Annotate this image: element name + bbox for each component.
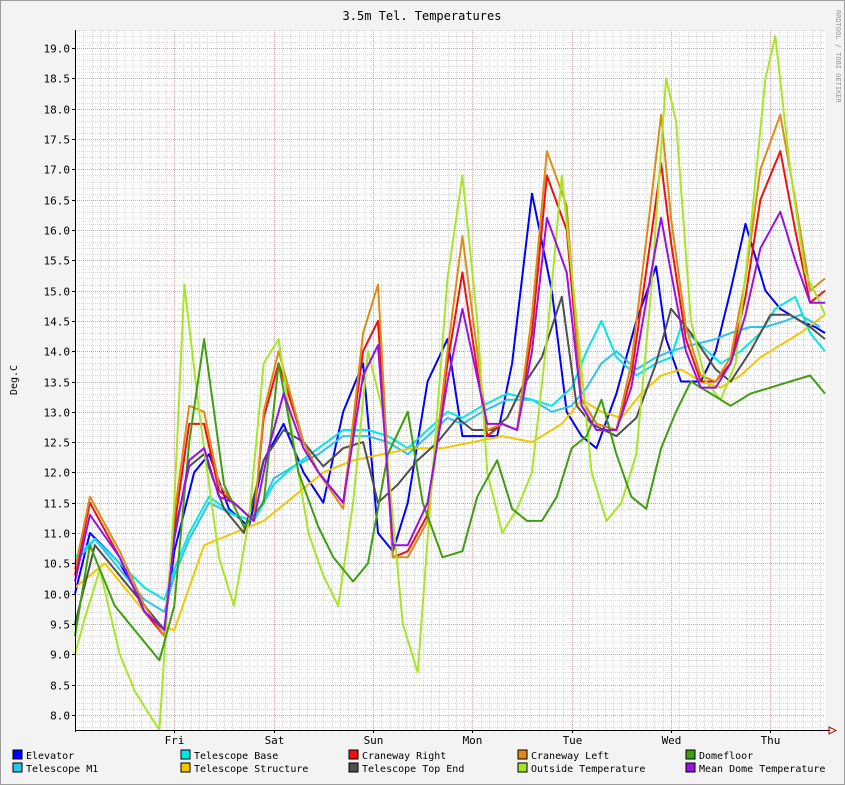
legend-item: Craneway Left <box>517 749 609 762</box>
legend-label: Outside Temperature <box>531 764 645 775</box>
rrdtool-watermark: RRDTOOL / TOBI OETIKER <box>834 10 842 104</box>
y-tick-label: 13.5 <box>44 377 71 390</box>
x-axis-arrow <box>828 726 838 735</box>
y-tick-label: 8.5 <box>50 680 70 693</box>
legend-item: Mean Dome Temperature <box>685 762 825 775</box>
chart-title: 3.5m Tel. Temperatures <box>343 9 502 23</box>
y-tick-label: 9.5 <box>50 619 70 632</box>
y-tick-label: 12.5 <box>44 437 71 450</box>
legend-item: Craneway Right <box>348 749 446 762</box>
y-tick-label: 10.0 <box>44 589 71 602</box>
legend-swatch <box>517 749 528 760</box>
y-tick-label: 15.5 <box>44 255 71 268</box>
y-tick-label: 14.0 <box>44 346 71 359</box>
series-line-mean-dome-temperature <box>74 210 825 631</box>
y-tick-label: 14.5 <box>44 316 71 329</box>
x-tick-label: Mon <box>463 734 483 747</box>
legend-item: Telescope Structure <box>180 762 308 775</box>
legend-swatch <box>180 749 191 760</box>
legend-swatch <box>180 762 191 773</box>
legend-item: Telescope Top End <box>348 762 464 775</box>
y-tick-label: 17.0 <box>44 164 71 177</box>
y-tick-label: 15.0 <box>44 286 71 299</box>
legend-swatch <box>517 762 528 773</box>
x-tick-label: Wed <box>662 734 682 747</box>
legend-label: Mean Dome Temperature <box>699 764 825 775</box>
series-line-telescope-m1 <box>74 313 821 613</box>
x-tick-label: Sat <box>265 734 285 747</box>
y-tick-label: 19.0 <box>44 43 71 56</box>
x-tick-label: Tue <box>563 734 583 747</box>
x-tick-label: Sun <box>364 734 384 747</box>
legend: Elevator Telescope M1 Telescope Base Telesc… <box>12 749 825 775</box>
legend-item: Outside Temperature <box>517 762 645 775</box>
legend-label: Craneway Right <box>362 751 446 762</box>
legend-swatch <box>685 762 696 773</box>
series-line-domefloor <box>74 338 826 662</box>
legend-item: Elevator <box>12 749 74 762</box>
y-axis-label: Deg.C <box>9 365 20 395</box>
legend-label: Telescope M1 <box>26 764 98 775</box>
legend-swatch <box>685 749 696 760</box>
y-tick-label: 10.5 <box>44 558 71 571</box>
legend-label: Elevator <box>26 751 74 762</box>
y-tick-label: 12.0 <box>44 467 71 480</box>
y-tick-label: 8.0 <box>50 710 70 723</box>
legend-label: Craneway Left <box>531 751 609 762</box>
x-tick-labels: Fri Sat Sun Mon Tue Wed Thu <box>165 730 781 747</box>
legend-label: Telescope Top End <box>362 764 464 775</box>
legend-label: Telescope Structure <box>194 764 308 775</box>
y-tick-label: 13.0 <box>44 407 71 420</box>
x-tick-label: Thu <box>761 734 781 747</box>
y-tick-label: 11.5 <box>44 498 71 511</box>
series-lines <box>74 35 826 731</box>
y-tick-label: 18.0 <box>44 104 71 117</box>
x-tick-label: Fri <box>165 734 185 747</box>
series-line-telescope-base <box>74 295 826 601</box>
legend-swatch <box>12 762 23 773</box>
series-line-craneway-left <box>74 113 826 638</box>
legend-swatch <box>348 762 359 773</box>
legend-item: Telescope M1 <box>12 762 98 775</box>
y-tick-label: 18.5 <box>44 73 71 86</box>
legend-label: Telescope Base <box>194 751 278 762</box>
y-tick-label: 16.0 <box>44 225 71 238</box>
y-tick-label: 9.0 <box>50 649 70 662</box>
legend-swatch <box>348 749 359 760</box>
y-tick-labels: 8.0 8.5 9.0 9.5 10.0 10.5 11.0 11.5 12.0 12.5 13.0… <box>44 43 75 723</box>
series-line-telescope-structure <box>74 313 826 631</box>
legend-label: Domefloor <box>699 751 753 762</box>
y-tick-label: 17.5 <box>44 134 71 147</box>
y-tick-label: 16.5 <box>44 195 71 208</box>
series-line-craneway-right <box>74 150 826 638</box>
legend-swatch <box>12 749 23 760</box>
series-line-telescope-top-end <box>74 295 826 631</box>
y-tick-label: 11.0 <box>44 528 71 541</box>
legend-item: Domefloor <box>685 749 753 762</box>
legend-item: Telescope Base <box>180 749 278 762</box>
